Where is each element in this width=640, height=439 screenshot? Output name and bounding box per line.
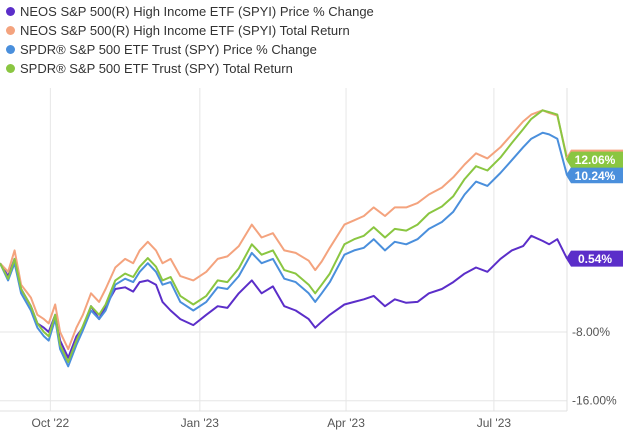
end-value-tag-0 bbox=[566, 250, 623, 267]
end-value-label-2: 10.24% bbox=[575, 169, 616, 183]
x-tick-label: Jan '23 bbox=[181, 416, 220, 430]
legend-item-spyi-price[interactable]: NEOS S&P 500(R) High Income ETF (SPYI) P… bbox=[6, 2, 374, 21]
legend-item-spyi-total-return[interactable]: NEOS S&P 500(R) High Income ETF (SPYI) T… bbox=[6, 21, 374, 40]
y-tick-label: -8.00% bbox=[572, 325, 610, 339]
legend-marker-dot bbox=[6, 45, 15, 54]
end-value-tag-3 bbox=[566, 151, 623, 168]
legend-label: NEOS S&P 500(R) High Income ETF (SPYI) P… bbox=[20, 4, 374, 19]
x-tick-label: Apr '23 bbox=[327, 416, 365, 430]
end-value-label-0: 0.54% bbox=[578, 252, 612, 266]
legend-marker-dot bbox=[6, 7, 15, 16]
y-tick-label: -16.00% bbox=[572, 394, 617, 408]
end-value-label-3: 12.06% bbox=[575, 153, 616, 167]
legend-marker-dot bbox=[6, 26, 15, 35]
end-value-tag-2 bbox=[566, 167, 623, 184]
legend-item-spy-price[interactable]: SPDR® S&P 500 ETF Trust (SPY) Price % Ch… bbox=[6, 40, 374, 59]
legend-label: SPDR® S&P 500 ETF Trust (SPY) Total Retu… bbox=[20, 61, 293, 76]
series-line-2 bbox=[0, 131, 568, 368]
x-tick-label: Oct '22 bbox=[32, 416, 70, 430]
legend-label: SPDR® S&P 500 ETF Trust (SPY) Price % Ch… bbox=[20, 42, 317, 57]
x-tick-label: Jul '23 bbox=[477, 416, 512, 430]
legend: NEOS S&P 500(R) High Income ETF (SPYI) P… bbox=[6, 2, 374, 78]
legend-item-spy-total-return[interactable]: SPDR® S&P 500 ETF Trust (SPY) Total Retu… bbox=[6, 59, 374, 78]
series-line-1 bbox=[0, 109, 568, 351]
legend-marker-dot bbox=[6, 64, 15, 73]
legend-label: NEOS S&P 500(R) High Income ETF (SPYI) T… bbox=[20, 23, 350, 38]
series-line-3 bbox=[0, 109, 568, 363]
series-line-0 bbox=[0, 234, 568, 359]
